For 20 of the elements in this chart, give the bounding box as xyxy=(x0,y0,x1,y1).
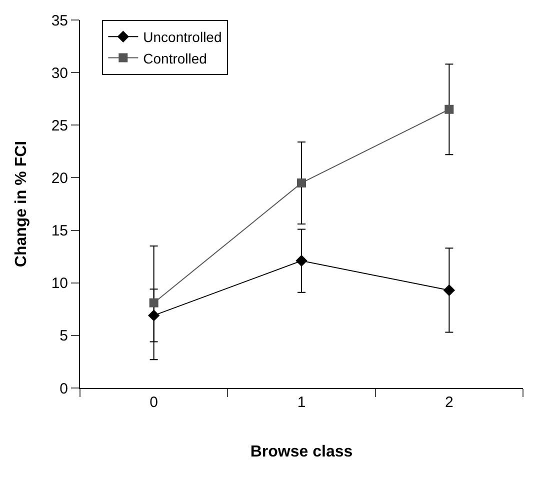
point xyxy=(149,298,158,308)
point xyxy=(296,254,308,267)
x-axis-title: Browse class xyxy=(250,444,353,461)
point xyxy=(443,284,456,296)
legend-label: Controlled xyxy=(143,50,207,66)
y-tick-label: 0 xyxy=(60,380,68,398)
x-tick-label: 2 xyxy=(445,394,454,411)
x-tick-label: 1 xyxy=(297,394,306,411)
y-tick-label: 30 xyxy=(51,64,68,82)
y-tick-label: 20 xyxy=(51,170,68,187)
x-tick-label: 0 xyxy=(150,394,158,411)
y-tick-label: 35 xyxy=(51,12,68,30)
legend-label: Uncontrolled xyxy=(143,29,222,46)
y-tick-label: 5 xyxy=(60,328,68,345)
y-tick-label: 25 xyxy=(51,117,68,134)
y-tick-label: 10 xyxy=(51,275,68,292)
y-axis-title: Change in % FCI xyxy=(13,140,30,268)
point xyxy=(297,178,306,188)
y-tick-label: 15 xyxy=(51,222,68,240)
point xyxy=(444,104,454,114)
